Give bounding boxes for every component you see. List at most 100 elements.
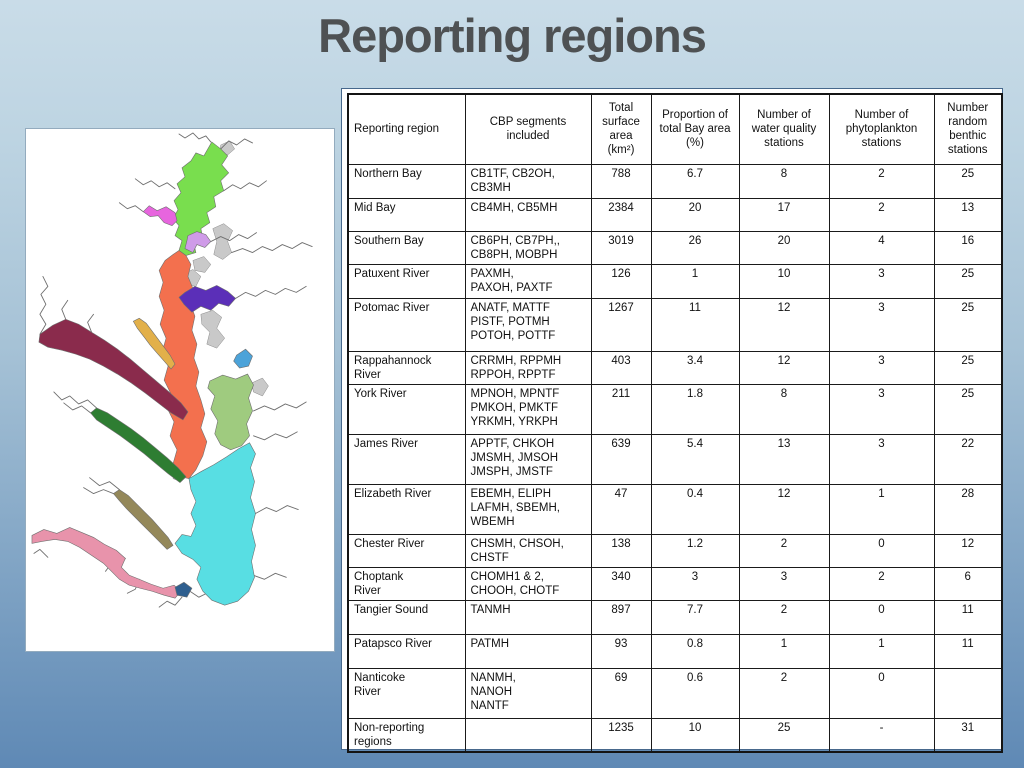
cell-region: Patuxent River — [347, 263, 466, 299]
cell-water_quality: 3 — [738, 566, 830, 601]
cell-benthic: 25 — [933, 263, 1003, 299]
cell-proportion: 5.4 — [650, 433, 740, 485]
table-row: Non-reporting regions 1235 10 25-31 — [347, 717, 1003, 753]
cell-proportion: 3 — [650, 566, 740, 601]
cell-proportion: 26 — [650, 230, 740, 265]
cell-water_quality: 2 — [738, 533, 830, 568]
cell-region: Mid Bay — [347, 197, 466, 232]
cell-area: 126 — [590, 263, 652, 299]
cell-water_quality: 2 — [738, 599, 830, 635]
cell-water_quality: 12 — [738, 350, 830, 385]
cell-region: Rappahannock River — [347, 350, 466, 385]
cell-region: Nanticoke River — [347, 667, 466, 719]
cell-water_quality: 17 — [738, 197, 830, 232]
cell-proportion: 1.8 — [650, 383, 740, 435]
cell-segments: ANATF, MATTF PISTF, POTMH POTOH, POTTF — [464, 297, 592, 352]
cell-phytoplankton: 0 — [828, 533, 935, 568]
map-region-nanticoke — [233, 348, 253, 369]
cell-segments: CB1TF, CB2OH, CB3MH — [464, 163, 592, 199]
cell-area: 788 — [590, 163, 652, 199]
table-row: James River APPTF, CHKOH JMSMH, JMSOH JMS… — [347, 433, 1003, 485]
cell-water_quality: 8 — [738, 383, 830, 435]
cell-water_quality: 12 — [738, 297, 830, 352]
cell-area: 897 — [590, 599, 652, 635]
map-panel — [25, 128, 335, 652]
cell-segments: CHOMH1 & 2, CHOOH, CHOTF — [464, 566, 592, 601]
cell-segments: CRRMH, RPPMH RPPOH, RPPTF — [464, 350, 592, 385]
cell-segments: CB4MH, CB5MH — [464, 197, 592, 232]
cell-segments: TANMH — [464, 599, 592, 635]
cell-phytoplankton: 0 — [828, 667, 935, 719]
table-row: Patuxent River PAXMH, PAXOH, PAXTF 126 1 10 3… — [347, 263, 1003, 299]
cell-area: 93 — [590, 633, 652, 669]
map-region-tangier-sound — [207, 373, 254, 451]
cell-area: 69 — [590, 667, 652, 719]
column-header-2: CBP segments included — [464, 93, 592, 165]
map-region-patuxent — [132, 317, 176, 370]
cell-area: 211 — [590, 383, 652, 435]
column-header-7: Number random benthic stations — [933, 93, 1003, 165]
cell-area: 1267 — [590, 297, 652, 352]
table-row: York River MPNOH, MPNTF PMKOH, PMKTF YRKM… — [347, 383, 1003, 435]
cell-phytoplankton: 3 — [828, 297, 935, 352]
table-header-row: Reporting region CBP segments included Tot… — [347, 93, 1003, 165]
cell-segments: CHSMH, CHSOH, CHSTF — [464, 533, 592, 568]
reporting-regions-table: Reporting region CBP segments included Tot… — [347, 93, 1003, 753]
map-region-chester — [184, 231, 212, 253]
table-row: Mid Bay CB4MH, CB5MH 2384 20 17 2 13 — [347, 197, 1003, 232]
page-title: Reporting regions — [318, 9, 707, 62]
cell-water_quality: 1 — [738, 633, 830, 669]
cell-segments — [464, 717, 592, 753]
cell-benthic: 11 — [933, 599, 1003, 635]
map-regions — [31, 141, 256, 606]
cell-benthic: 6 — [933, 566, 1003, 601]
cell-benthic: 31 — [933, 717, 1003, 753]
cell-region: Non-reporting regions — [347, 717, 466, 753]
table-row: Choptank River CHOMH1 & 2, CHOOH, CHOTF 34… — [347, 566, 1003, 601]
table-row: Rappahannock River CRRMH, RPPMH RPPOH, RP… — [347, 350, 1003, 385]
cell-phytoplankton: 3 — [828, 263, 935, 299]
cell-phytoplankton: 2 — [828, 566, 935, 601]
cell-region: Elizabeth River — [347, 483, 466, 535]
cell-benthic: 12 — [933, 533, 1003, 568]
cell-segments: PATMH — [464, 633, 592, 669]
cell-segments: NANMH, NANOH NANTF — [464, 667, 592, 719]
cell-water_quality: 8 — [738, 163, 830, 199]
map-region-mid-bay — [158, 250, 208, 479]
column-header-6: Number of phytoplankton stations — [828, 93, 935, 165]
column-header-3: Total surface area (km²) — [590, 93, 652, 165]
cell-phytoplankton: 1 — [828, 633, 935, 669]
cell-water_quality: 2 — [738, 667, 830, 719]
cell-area: 340 — [590, 566, 652, 601]
cell-proportion: 20 — [650, 197, 740, 232]
map-region-southern-bay — [174, 442, 256, 606]
cell-phytoplankton: 1 — [828, 483, 935, 535]
cell-benthic: 28 — [933, 483, 1003, 535]
table-row: Northern Bay CB1TF, CB2OH, CB3MH 788 6.7 8 2 2… — [347, 163, 1003, 199]
table-body: Northern Bay CB1TF, CB2OH, CB3MH 788 6.7 8 2 2… — [347, 163, 1003, 753]
table-row: Chester River CHSMH, CHSOH, CHSTF 138 1.2 2 0… — [347, 533, 1003, 568]
cell-proportion: 3.4 — [650, 350, 740, 385]
cell-region: Northern Bay — [347, 163, 466, 199]
cell-proportion: 1.2 — [650, 533, 740, 568]
cell-proportion: 0.8 — [650, 633, 740, 669]
cell-segments: PAXMH, PAXOH, PAXTF — [464, 263, 592, 299]
table-panel: Reporting region CBP segments included Tot… — [341, 88, 1003, 753]
map-region-elizabeth — [174, 581, 193, 598]
column-header-1: Reporting region — [347, 93, 466, 165]
cell-water_quality: 25 — [738, 717, 830, 753]
cell-water_quality: 10 — [738, 263, 830, 299]
cell-proportion: 7.7 — [650, 599, 740, 635]
cell-phytoplankton: 3 — [828, 383, 935, 435]
cell-area: 639 — [590, 433, 652, 485]
chesapeake-bay-map — [31, 132, 313, 608]
cell-area: 2384 — [590, 197, 652, 232]
map-region-york — [112, 489, 174, 550]
map-region-potomac — [38, 318, 189, 421]
column-header-4: Proportion of total Bay area (%) — [650, 93, 740, 165]
cell-proportion: 11 — [650, 297, 740, 352]
cell-phytoplankton: 4 — [828, 230, 935, 265]
cell-segments: EBEMH, ELIPH LAFMH, SBEMH, WBEMH — [464, 483, 592, 535]
map-region-patapsco — [142, 205, 178, 226]
